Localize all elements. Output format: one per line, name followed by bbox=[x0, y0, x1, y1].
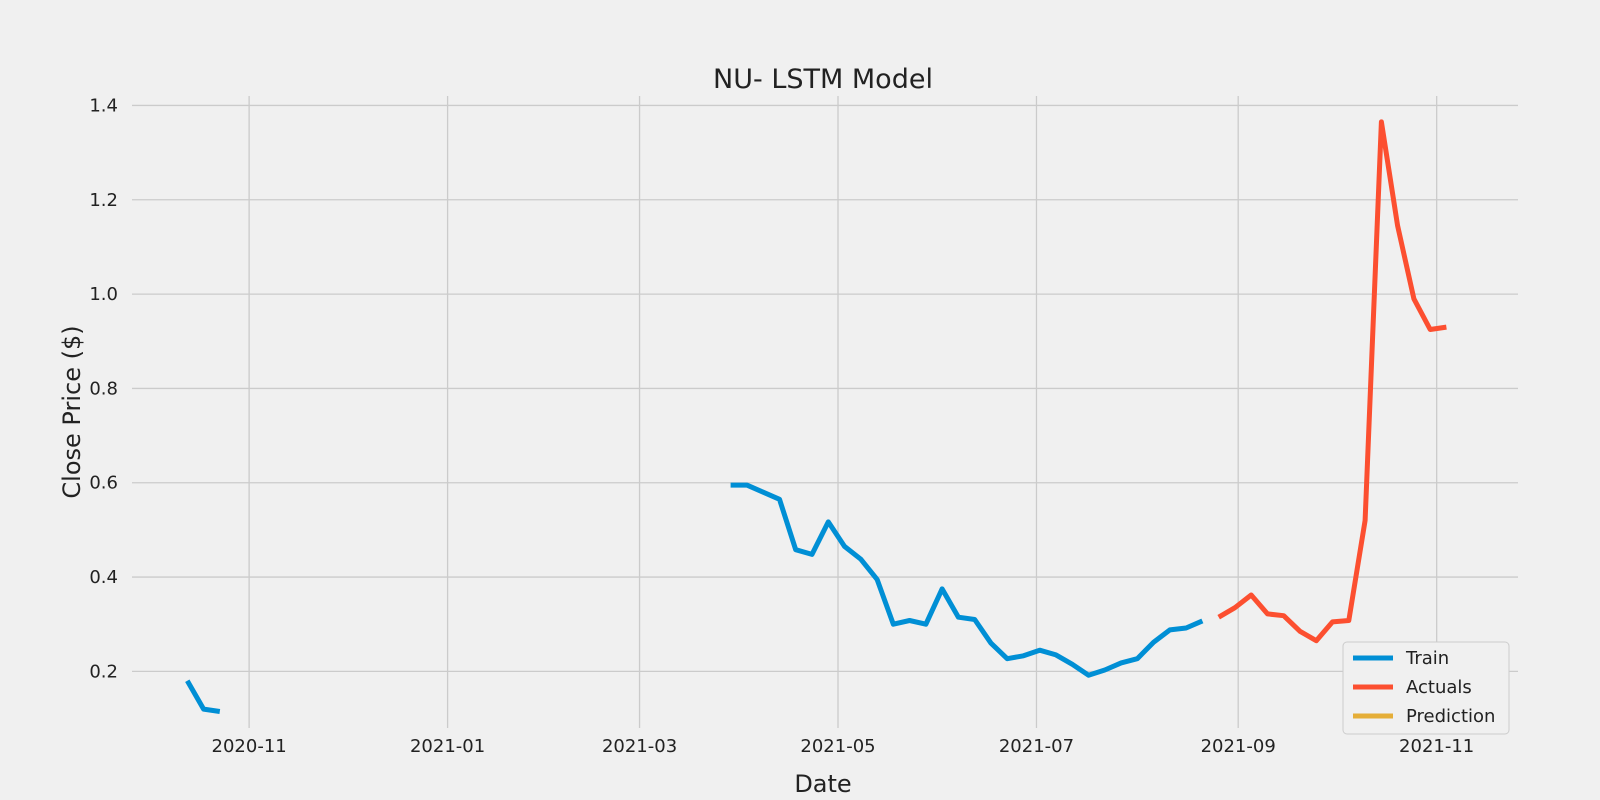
x-tick-label: 2021-05 bbox=[800, 736, 875, 757]
x-tick-label: 2021-03 bbox=[602, 736, 677, 757]
plot-area bbox=[132, 96, 1518, 728]
chart-title: NU- LSTM Model bbox=[713, 64, 933, 95]
y-axis-label: Close Price ($) bbox=[58, 325, 86, 498]
x-tick-label: 2021-07 bbox=[999, 736, 1074, 757]
y-tick-label: 0.6 bbox=[89, 473, 118, 494]
legend-label-train: Train bbox=[1405, 648, 1449, 669]
x-tick-label: 2021-01 bbox=[410, 736, 485, 757]
series-line-train bbox=[730, 482, 1204, 678]
y-tick-label: 1.4 bbox=[89, 95, 118, 116]
x-tick-label: 2020-11 bbox=[212, 736, 287, 757]
legend-label-actuals: Actuals bbox=[1406, 677, 1472, 698]
series-lines bbox=[185, 119, 1447, 714]
y-tick-label: 1.2 bbox=[89, 190, 118, 211]
y-tick-label: 1.0 bbox=[89, 284, 118, 305]
x-axis-label: Date bbox=[794, 770, 851, 798]
y-tick-label: 0.8 bbox=[89, 378, 118, 399]
x-tick-label: 2021-11 bbox=[1399, 736, 1474, 757]
series-line-actuals bbox=[1217, 119, 1447, 644]
y-tick-label: 0.2 bbox=[89, 661, 118, 682]
legend-label-prediction: Prediction bbox=[1406, 706, 1495, 727]
grid bbox=[132, 96, 1518, 728]
y-tick-label: 0.4 bbox=[89, 567, 118, 588]
series-line-train bbox=[185, 679, 221, 714]
legend: Train Actuals Prediction bbox=[1342, 641, 1510, 735]
x-tick-label: 2021-09 bbox=[1201, 736, 1276, 757]
legend-box bbox=[1342, 641, 1510, 735]
tick-labels: 2020-11 2021-01 2021-03 2021-05 2021-07 2021-… bbox=[89, 95, 1474, 757]
